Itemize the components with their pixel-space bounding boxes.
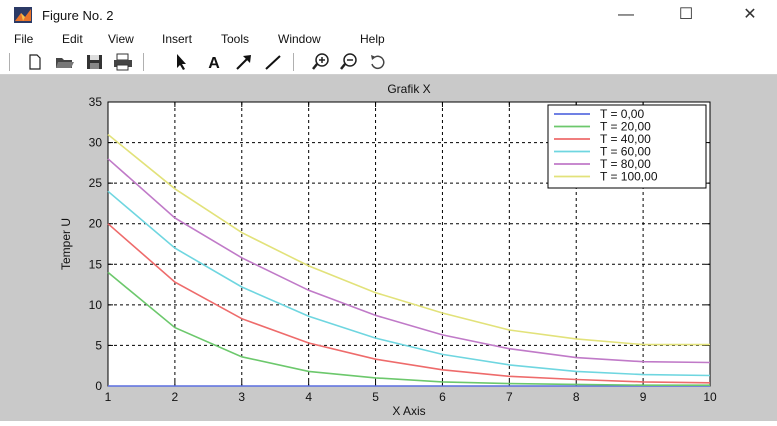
x-tick-label: 8 [573,390,580,404]
x-tick-label: 2 [172,390,179,404]
insert-text-icon[interactable]: A [203,52,225,72]
toolbar-separator [143,53,144,71]
x-tick-label: 1 [105,390,112,404]
legend-label: T = 20,00 [600,120,651,134]
x-tick-label: 5 [372,390,379,404]
menu-insert[interactable]: Insert [162,32,193,46]
matlab-app-icon [14,7,32,23]
series-line [107,158,711,364]
axis-ticks: 1 2 3 4 5 6 7 8 9 10 0 5 10 15 20 25 30 35 [89,95,717,404]
menu-window[interactable]: Window [278,32,321,46]
y-tick-label: 0 [95,379,102,393]
y-axis-label: Temper U [59,218,73,270]
plot-area[interactable]: Grafik X 1 2 3 4 5 6 7 8 9 10 0 5 10 15 20 25 30 35 X Axi… [0,75,777,421]
y-tick-label: 20 [89,217,103,231]
toolbar-grip [9,53,10,71]
y-tick-label: 30 [89,136,103,150]
legend-box [547,104,707,189]
toolbar-separator [293,53,294,71]
rotate-icon[interactable] [366,52,388,72]
y-tick-label: 10 [89,298,103,312]
legend: T = 0,00T = 20,00T = 40,00T = 60,00T = 8… [547,104,707,189]
print-icon[interactable] [112,52,134,72]
y-tick-label: 35 [89,95,103,109]
close-button[interactable]: ✕ [743,6,757,23]
x-tick-label: 4 [305,390,312,404]
x-tick-label: 3 [238,390,245,404]
x-axis-label: X Axis [392,404,425,418]
figure-canvas: Grafik X 1 2 3 4 5 6 7 8 9 10 0 5 10 15 20 25 30 35 X Axi… [0,75,777,421]
series-line [107,223,711,384]
select-arrow-icon[interactable] [170,52,192,72]
legend-label: T = 0,00 [600,107,644,121]
toolbar: A [0,50,777,75]
series-lines [107,133,711,387]
minimize-button[interactable]: — [618,6,634,23]
zoom-out-icon[interactable] [338,52,360,72]
menu-bar: File Edit View Insert Tools Window Help [0,30,777,50]
x-tick-label: 9 [640,390,647,404]
legend-label: T = 100,00 [600,170,658,184]
new-icon[interactable] [24,52,46,72]
insert-line-icon[interactable] [262,52,284,72]
menu-file[interactable]: File [14,32,34,46]
y-tick-label: 15 [89,257,103,271]
series-line [107,190,711,377]
x-tick-label: 10 [703,390,717,404]
menu-tools[interactable]: Tools [221,32,250,46]
legend-label: T = 80,00 [600,157,651,171]
menu-view[interactable]: View [108,32,134,46]
series-line [107,133,710,346]
x-tick-label: 7 [506,390,513,404]
menu-help[interactable]: Help [360,32,385,46]
title-bar: Figure No. 2 — ☐ ✕ [0,0,777,30]
zoom-in-icon[interactable] [310,52,332,72]
series-line [107,271,710,387]
legend-label: T = 40,00 [600,132,651,146]
insert-arrow-icon[interactable] [233,52,255,72]
maximize-button[interactable]: ☐ [678,6,694,23]
y-tick-label: 25 [89,176,103,190]
save-icon[interactable] [84,52,106,72]
legend-label: T = 60,00 [600,145,651,159]
window-title: Figure No. 2 [42,8,114,23]
chart-title: Grafik X [387,82,430,96]
menu-edit[interactable]: Edit [62,32,83,46]
svg-text:A: A [208,55,220,72]
open-icon[interactable] [54,52,76,72]
x-tick-label: 6 [439,390,446,404]
y-tick-label: 5 [95,338,102,352]
